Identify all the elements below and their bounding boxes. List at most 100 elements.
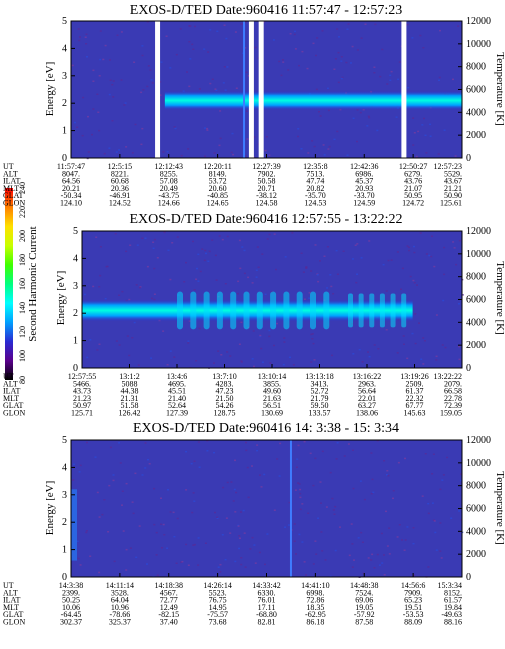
panel-1-ephem-value: -33.70 [354, 191, 375, 200]
panel-1-ephem-value: -38.12 [256, 191, 277, 200]
panel-1-ephem-value: 8047. [62, 169, 80, 178]
panel-3-noise [312, 563, 315, 565]
panel-3-ytick-right-label: 4000 [466, 526, 486, 537]
panel-1-ephem-value: 20.93 [355, 184, 373, 193]
panel-3-noise [240, 511, 242, 513]
panel-3-noise [146, 563, 148, 565]
panel-1-noise [356, 49, 359, 51]
panel-3-noise [132, 512, 135, 515]
panel-1-noise [104, 44, 107, 47]
panel-3-noise [204, 542, 207, 544]
panel-3-ephem-value: 4567. [160, 588, 178, 597]
panel-1-noise [235, 87, 238, 89]
panel-1-noise [109, 79, 112, 81]
panel-1-noise [351, 45, 354, 48]
panel-2-ephem-value: 2963. [358, 379, 376, 388]
panel-3-ephem-value: -82.15 [158, 610, 179, 619]
panel-1-noise [151, 82, 154, 84]
panel-2-noise [166, 364, 169, 366]
panel-2-noise [355, 281, 358, 284]
panel-2-noise [86, 356, 89, 359]
panel-2-noise [255, 276, 258, 278]
panel-3-noise [293, 523, 296, 525]
panel-3-ephem-value: 72.86 [306, 596, 324, 605]
panel-1-noise [336, 28, 339, 30]
panel-2-ephem-value: 13:19:26 [400, 372, 428, 381]
panel-2-ephem-value: 13:16:22 [353, 372, 381, 381]
panel-2-noise [139, 286, 142, 288]
panel-3-noise [229, 532, 232, 534]
panel-1-noise [146, 85, 149, 88]
panel-2-noise [114, 233, 117, 235]
panel-3-ephem-label: UT [3, 581, 14, 590]
panel-3-noise [258, 551, 261, 554]
panel-3-noise [386, 545, 389, 547]
panel-3-noise [370, 559, 373, 561]
panel-2-noise [283, 341, 286, 343]
panel-1-noise [297, 135, 299, 138]
panel-1-noise [333, 138, 336, 141]
panel-1-noise [341, 76, 344, 79]
panel-1-ephem-value: -43.75 [158, 191, 179, 200]
panel-3-noise [387, 474, 390, 477]
panel-3-noise [353, 559, 355, 561]
panel-1-noise [397, 78, 400, 81]
panel-1-ephem-value: 124.10 [60, 199, 82, 208]
panel-3-noise [135, 556, 138, 559]
panel-2-noise [171, 242, 174, 244]
panel-3-noise [320, 531, 323, 533]
colorbar-tick-label: 220 [18, 206, 27, 218]
panel-2-noise [208, 250, 211, 253]
panel-2-band-burst [379, 293, 385, 328]
panel-1-noise [142, 89, 145, 91]
panel-3-noise [324, 559, 327, 561]
panel-2-noise [431, 235, 433, 237]
panel-1-ephem-value: 64.56 [62, 177, 80, 186]
panel-3-noise [238, 535, 241, 537]
panel-1-noise [439, 29, 441, 32]
panel-3-ephem-value: -57.92 [354, 610, 375, 619]
panel-3-noise [251, 536, 254, 539]
panel-1-noise [213, 152, 216, 154]
panel-2-noise [458, 239, 461, 242]
panel-1-noise [211, 78, 214, 80]
panel-2-noise [196, 267, 198, 270]
panel-3-noise [172, 511, 175, 514]
panel-2-noise [313, 359, 316, 361]
panel-2-ephem-value: 126.42 [119, 409, 141, 418]
panel-3-noise [299, 492, 302, 495]
panel-2-noise [217, 350, 220, 352]
panel-3-noise [221, 534, 224, 536]
panel-1-noise [298, 64, 300, 67]
panel-2-ephem-value: 127.39 [166, 409, 188, 418]
panel-1-ephem-value: 50.90 [444, 191, 462, 200]
panel-2-noise [442, 299, 445, 302]
panel-3-noise [119, 462, 122, 464]
panel-1-noise [254, 46, 257, 49]
panel-1-noise [188, 41, 191, 43]
panel-1-ytick-right-label: 4000 [466, 107, 486, 118]
panel-3-noise [138, 525, 141, 527]
panel-3-noise [134, 472, 137, 475]
panel-1-noise [77, 28, 80, 30]
panel-1-noise [219, 110, 222, 112]
panel-2-noise [385, 329, 388, 331]
panel-1-noise [438, 79, 440, 82]
panel-1-data-gap [258, 21, 264, 158]
panel-3-ephem-value: 2399. [62, 588, 80, 597]
panel-3-noise [363, 498, 366, 501]
panel-2-noise [403, 343, 405, 345]
panel-3-noise [334, 549, 337, 552]
panel-1-noise [169, 67, 172, 69]
panel-1-ephem-value: 50.95 [404, 191, 422, 200]
panel-1-ephem-value: -40.85 [207, 191, 228, 200]
panel-1-noise [162, 151, 165, 153]
colorbar-label: Second Harmonic Current [27, 226, 39, 341]
panel-1-noise [159, 81, 162, 83]
panel-2-noise [360, 257, 363, 259]
panel-3-noise [378, 564, 381, 566]
panel-1-noise [133, 61, 136, 63]
panel-3-noise [440, 557, 443, 559]
panel-1-noise [91, 133, 93, 136]
panel-3-noise [259, 474, 261, 476]
